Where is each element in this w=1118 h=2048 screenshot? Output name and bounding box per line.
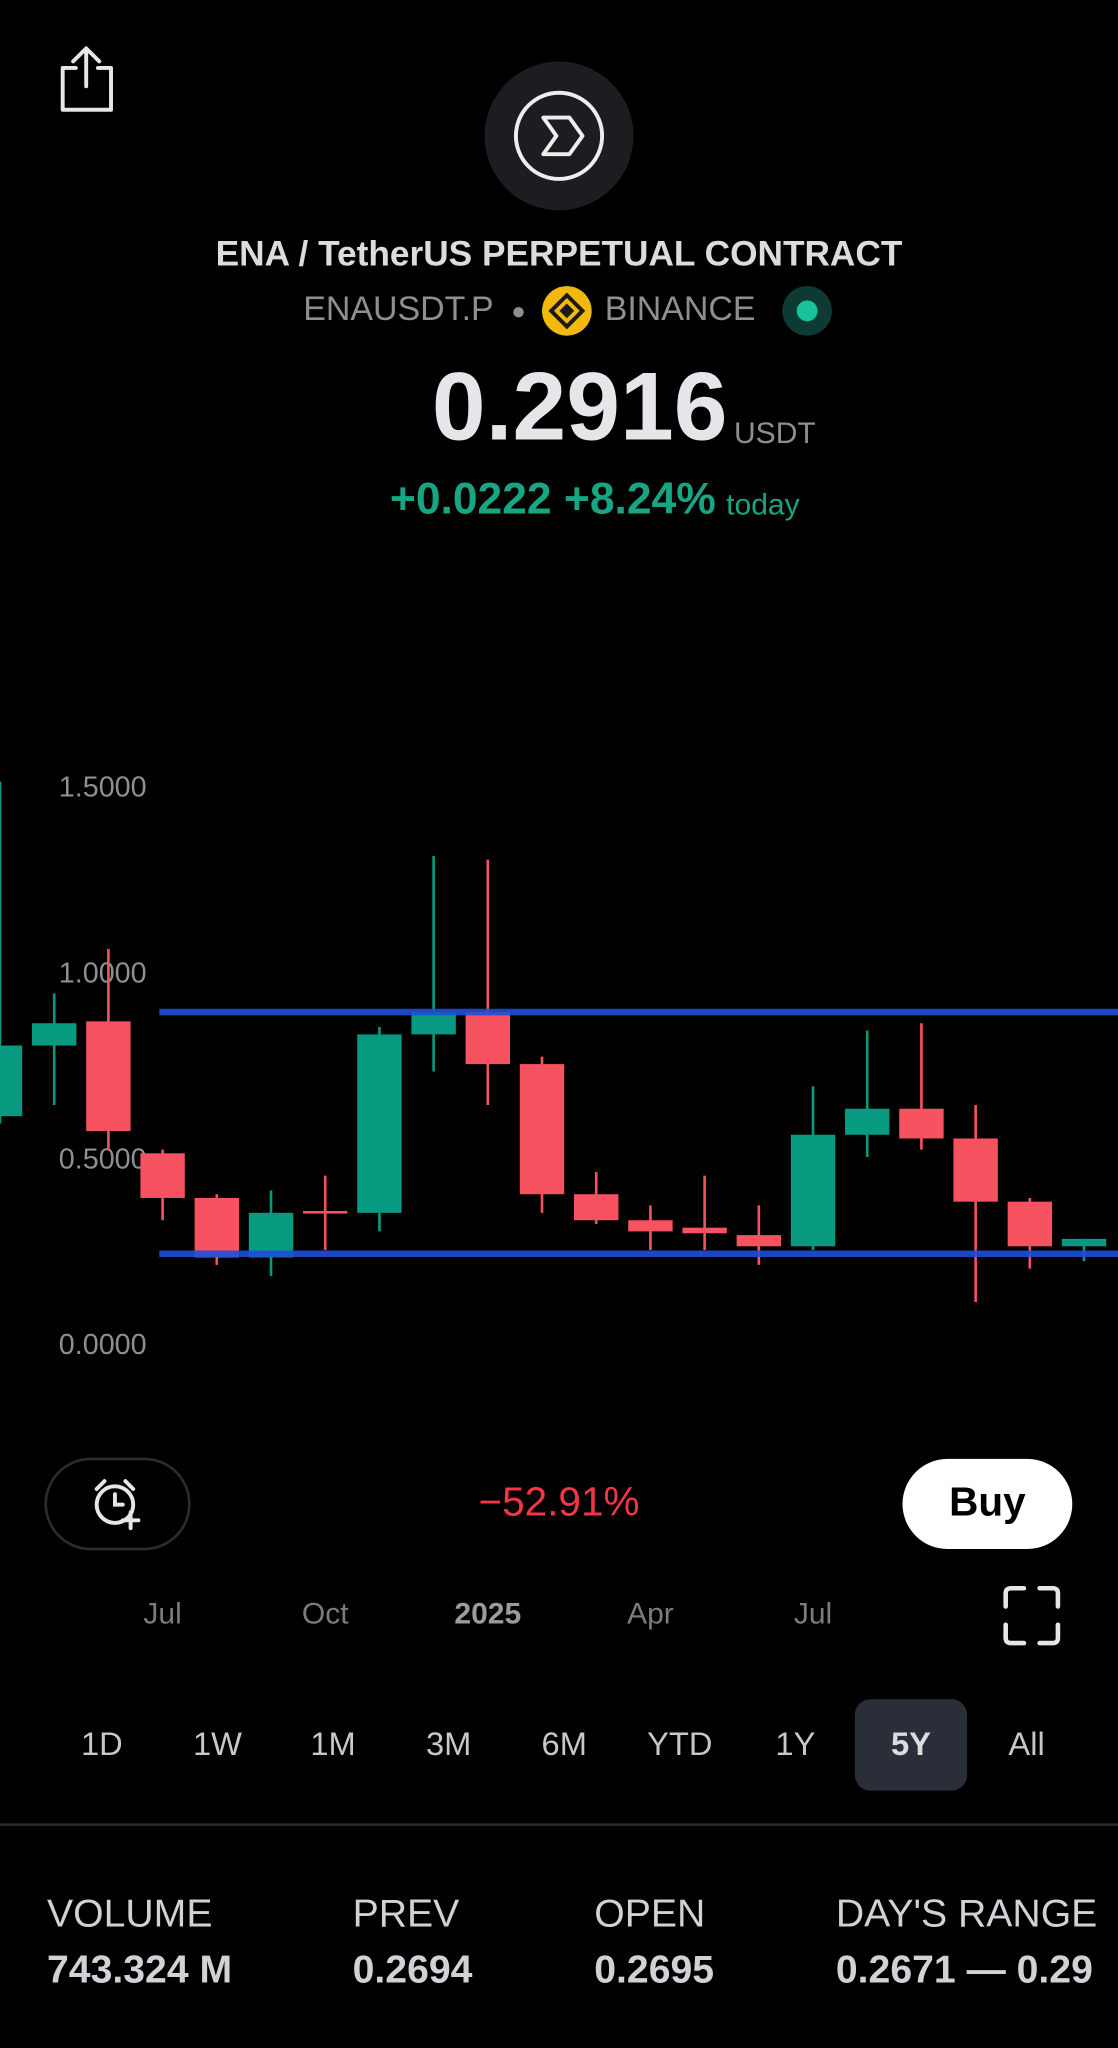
- exchange: BINANCE: [605, 290, 756, 328]
- stat-label: OPEN: [594, 1892, 705, 1935]
- candle-body: [953, 1138, 998, 1202]
- separator-dot: [513, 306, 524, 318]
- candle-body: [357, 1034, 402, 1213]
- candle-body: [31, 1023, 77, 1046]
- timeframe-selected: [854, 1699, 968, 1791]
- timeframe-option[interactable]: 1W: [193, 1725, 242, 1762]
- stat-label: PREV: [353, 1892, 460, 1935]
- last-price: 0.2916: [432, 354, 728, 461]
- stat-label: VOLUME: [47, 1892, 212, 1935]
- change-period: today: [726, 489, 799, 522]
- candle-body: [790, 1134, 836, 1247]
- fullscreen-button[interactable]: [1003, 1585, 1061, 1646]
- currency: USDT: [734, 417, 816, 450]
- candle-body: [736, 1235, 782, 1247]
- candle-body: [411, 1012, 456, 1035]
- y-tick-label: 0.0000: [59, 1329, 147, 1361]
- stat-value: 0.2671 — 0.29: [836, 1949, 1093, 1992]
- exchange-logo: [542, 286, 592, 336]
- timeframe-option[interactable]: 1D: [81, 1725, 123, 1762]
- y-tick-label: 1.0000: [59, 957, 147, 989]
- instrument-title: ENA / TetherUS PERPETUAL CONTRACT: [216, 234, 903, 273]
- candle-body: [1061, 1238, 1107, 1247]
- candle-body: [574, 1194, 619, 1221]
- share-button[interactable]: [60, 46, 113, 112]
- stat-value: 743.324 M: [47, 1949, 232, 1992]
- x-tick-label: Oct: [302, 1598, 349, 1631]
- stat-value: 0.2694: [353, 1949, 473, 1992]
- candle-body: [519, 1064, 565, 1195]
- buy-label[interactable]: Buy: [949, 1478, 1026, 1524]
- candle-body: [899, 1108, 944, 1139]
- candle-body: [86, 1021, 131, 1132]
- candle-body: [303, 1210, 348, 1214]
- timeframe-option[interactable]: 1M: [310, 1725, 355, 1762]
- candle-body: [248, 1212, 294, 1258]
- live-indicator: [782, 286, 832, 336]
- timeframe-option[interactable]: 5Y: [891, 1725, 931, 1762]
- stat-value: 0.2695: [594, 1949, 714, 1992]
- period-performance: −52.91%: [479, 1478, 640, 1524]
- timeframe-option[interactable]: 6M: [542, 1725, 587, 1762]
- x-tick-label: Jul: [794, 1598, 832, 1631]
- plot-area: [0, 781, 1118, 1303]
- candle-body: [0, 1045, 23, 1117]
- timeframe-option[interactable]: YTD: [647, 1725, 712, 1762]
- price-change: +0.0222 +8.24%: [390, 474, 716, 523]
- x-tick-label: Apr: [627, 1598, 674, 1631]
- candle-body: [465, 1012, 511, 1065]
- timeframe-option[interactable]: All: [1008, 1725, 1044, 1762]
- candle-body: [845, 1108, 890, 1135]
- y-tick-label: 1.5000: [59, 772, 147, 804]
- x-tick-label: 2025: [454, 1598, 521, 1631]
- candle-body: [194, 1197, 240, 1258]
- candle-body: [1007, 1201, 1053, 1247]
- x-tick-label: Jul: [143, 1598, 181, 1631]
- alert-button[interactable]: [44, 1457, 191, 1551]
- coin-logo: [484, 61, 634, 211]
- candle-body: [628, 1220, 673, 1232]
- candle-body: [682, 1227, 727, 1234]
- candlestick-chart: 0.0000 0.5000 1.0000 1.5000 Jul Oct 2025 Apr Jul: [0, 772, 1118, 1631]
- timeframe-option[interactable]: 1Y: [775, 1725, 815, 1762]
- buy-button[interactable]: Buy: [902, 1458, 1073, 1550]
- stat-label: DAY'S RANGE: [836, 1892, 1097, 1935]
- timeframe-option[interactable]: 3M: [426, 1725, 471, 1762]
- y-tick-label: 0.5000: [59, 1143, 147, 1175]
- candle-body: [140, 1153, 185, 1198]
- timeframe-bar: 1D 1W 1M 3M 6M YTD 1Y 5Y All: [81, 1699, 1045, 1791]
- stats-row: VOLUME 743.324 M PREV 0.2694 OPEN 0.2695 DAY'S…: [47, 1892, 1097, 1991]
- symbol: ENAUSDT.P: [303, 290, 493, 328]
